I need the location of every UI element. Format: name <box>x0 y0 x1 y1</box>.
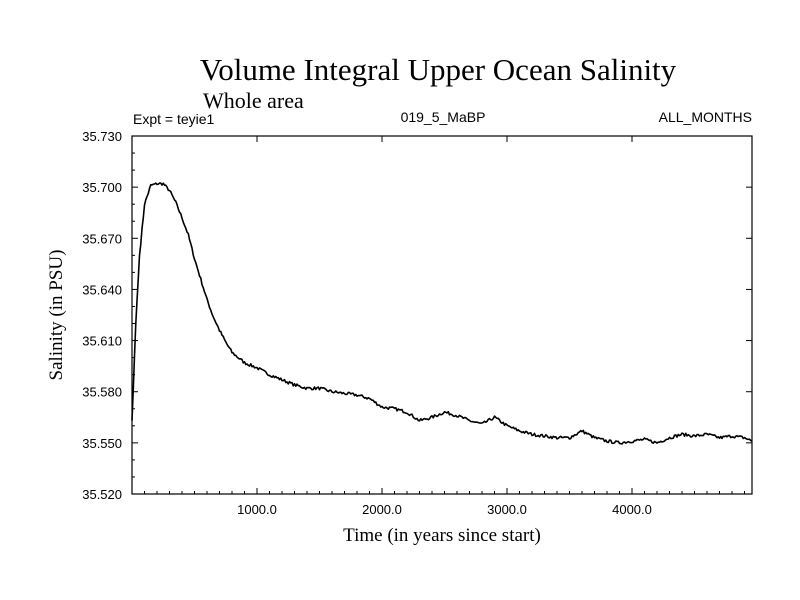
y-tick-label: 35.700 <box>82 180 122 195</box>
salinity-line <box>131 182 753 445</box>
run-label: 019_5_MaBP <box>401 109 486 125</box>
y-axis: 35.520 35.550 35.580 35.610 35.640 35.670 35.7… <box>82 129 752 502</box>
x-tick-label: 1000.0 <box>237 502 277 517</box>
months-label: ALL_MONTHS <box>659 109 752 125</box>
y-tick-label: 35.610 <box>82 334 122 349</box>
x-tick-label: 3000.0 <box>487 502 527 517</box>
y-tick-label: 35.520 <box>82 487 122 502</box>
x-tick-label: 2000.0 <box>362 502 402 517</box>
x-axis-label: Time (in years since start) <box>343 525 541 546</box>
chart-subtitle: Whole area <box>203 88 304 113</box>
x-tick-label: 4000.0 <box>612 502 652 517</box>
plot-frame <box>131 135 753 495</box>
y-tick-label: 35.640 <box>82 282 122 297</box>
chart-title: Volume Integral Upper Ocean Salinity <box>200 52 677 87</box>
experiment-label: Expt = teyie1 <box>133 111 215 127</box>
y-tick-label: 35.580 <box>82 385 122 400</box>
y-tick-label: 35.670 <box>82 231 122 246</box>
y-axis-label: Salinity (in PSU) <box>46 250 67 381</box>
x-axis: 1000.0 2000.0 3000.0 4000.0 <box>144 136 745 517</box>
y-tick-label: 35.550 <box>82 436 122 451</box>
data-series <box>131 182 753 445</box>
y-tick-label: 35.730 <box>82 129 122 144</box>
